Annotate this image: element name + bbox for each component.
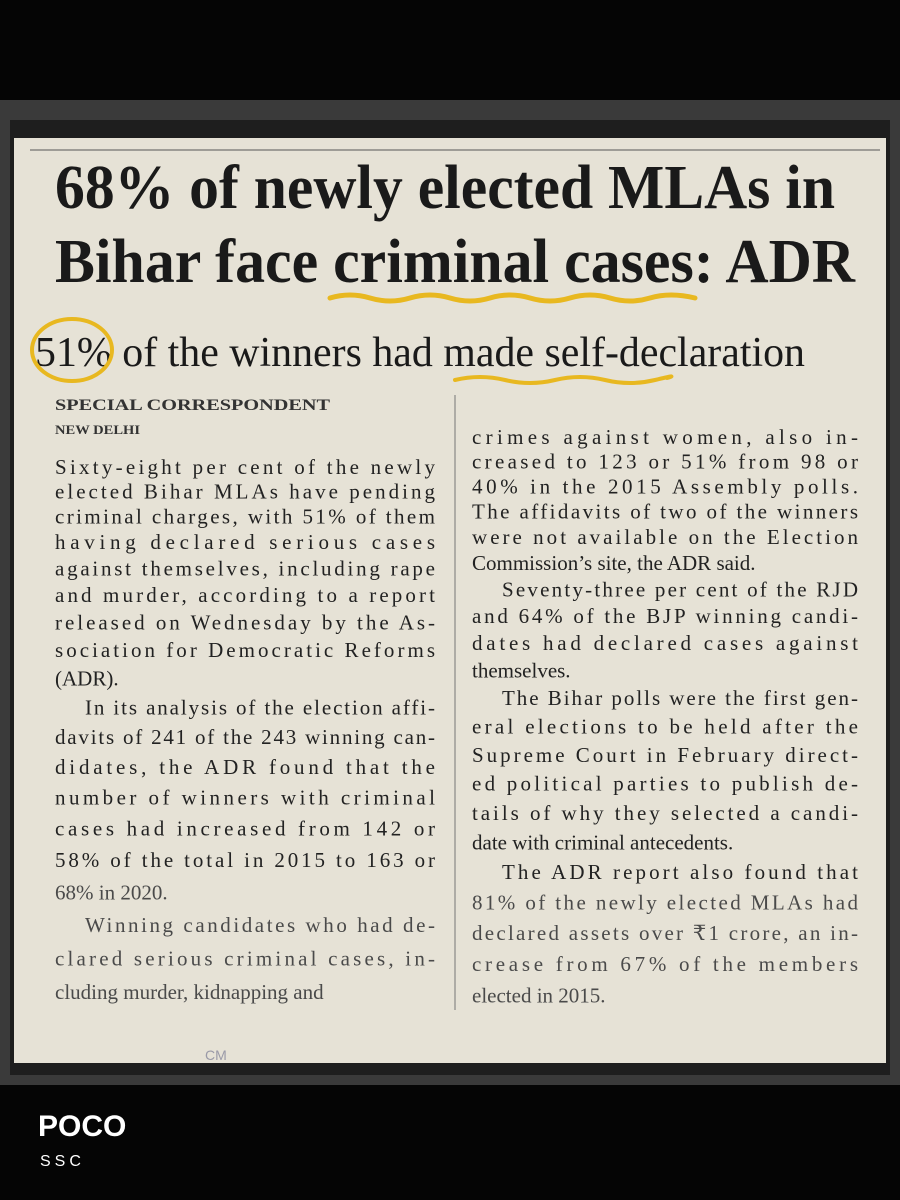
article-line: crease from 67% of the members bbox=[472, 952, 858, 976]
page-mark: CM bbox=[205, 1047, 227, 1063]
article-line: creased to 123 or 51% from 98 or bbox=[472, 450, 858, 474]
article-line: In its analysis of the election affi- bbox=[85, 695, 435, 719]
article-line: eral elections to be held after the bbox=[472, 714, 858, 738]
article-line: released on Wednesday by the As- bbox=[55, 610, 435, 634]
article-line: against themselves, including rape bbox=[55, 556, 435, 580]
article-line: 40% in the 2015 Assembly polls. bbox=[472, 474, 858, 498]
newspaper-clipping bbox=[14, 138, 886, 1063]
article-line: elected in 2015. bbox=[472, 983, 606, 1007]
article-line: didates, the ADR found that the bbox=[55, 755, 435, 779]
article-line: davits of 241 of the 243 winning can- bbox=[55, 725, 435, 749]
article-line: Commission’s site, the ADR said. bbox=[472, 551, 756, 575]
article-line: Seventy-three per cent of the RJD bbox=[502, 577, 858, 601]
article-line: number of winners with criminal bbox=[55, 785, 435, 809]
watermark-caption: SSC bbox=[40, 1153, 85, 1170]
article-line: Winning candidates who had de- bbox=[85, 913, 435, 937]
article-line: (ADR). bbox=[55, 666, 119, 690]
subheadline: 51% of the winners had made self-declara… bbox=[35, 330, 805, 376]
watermark-brand: POCO bbox=[38, 1110, 126, 1143]
article-line: themselves. bbox=[472, 658, 571, 682]
article-line: tails of why they selected a candi- bbox=[472, 801, 858, 825]
article-line: having declared serious cases bbox=[55, 530, 435, 554]
article-line: and murder, according to a report bbox=[55, 583, 435, 607]
headline: Bihar face criminal cases: ADR bbox=[55, 228, 856, 296]
article-line: The affidavits of two of the winners bbox=[472, 500, 858, 524]
article-line: crimes against women, also in- bbox=[472, 425, 858, 449]
headline: 68% of newly elected MLAs in bbox=[55, 154, 835, 222]
article-line: cluding murder, kidnapping and bbox=[55, 980, 324, 1004]
article-line: declared assets over ₹1 crore, an in- bbox=[472, 921, 858, 945]
byline: SPECIAL CORRESPONDENT bbox=[55, 397, 330, 414]
article-line: 58% of the total in 2015 to 163 or bbox=[55, 848, 435, 872]
highlight-underline bbox=[327, 292, 698, 304]
article-line: criminal charges, with 51% of them bbox=[55, 505, 435, 529]
article-line: Supreme Court in February direct- bbox=[472, 743, 858, 767]
article-line: date with criminal antecedents. bbox=[472, 830, 733, 854]
article-line: and 64% of the BJP winning candi- bbox=[472, 604, 858, 628]
article-line: Sixty-eight per cent of the newly bbox=[55, 455, 436, 479]
dateline: NEW DELHI bbox=[55, 422, 140, 437]
article-line: cases had increased from 142 or bbox=[55, 816, 435, 840]
article-line: elected Bihar MLAs have pending bbox=[55, 480, 436, 504]
article-line: 68% in 2020. bbox=[55, 880, 168, 904]
highlight-underline bbox=[453, 374, 674, 385]
article-line: The Bihar polls were the first gen- bbox=[502, 686, 858, 710]
highlight-circle bbox=[30, 317, 114, 383]
